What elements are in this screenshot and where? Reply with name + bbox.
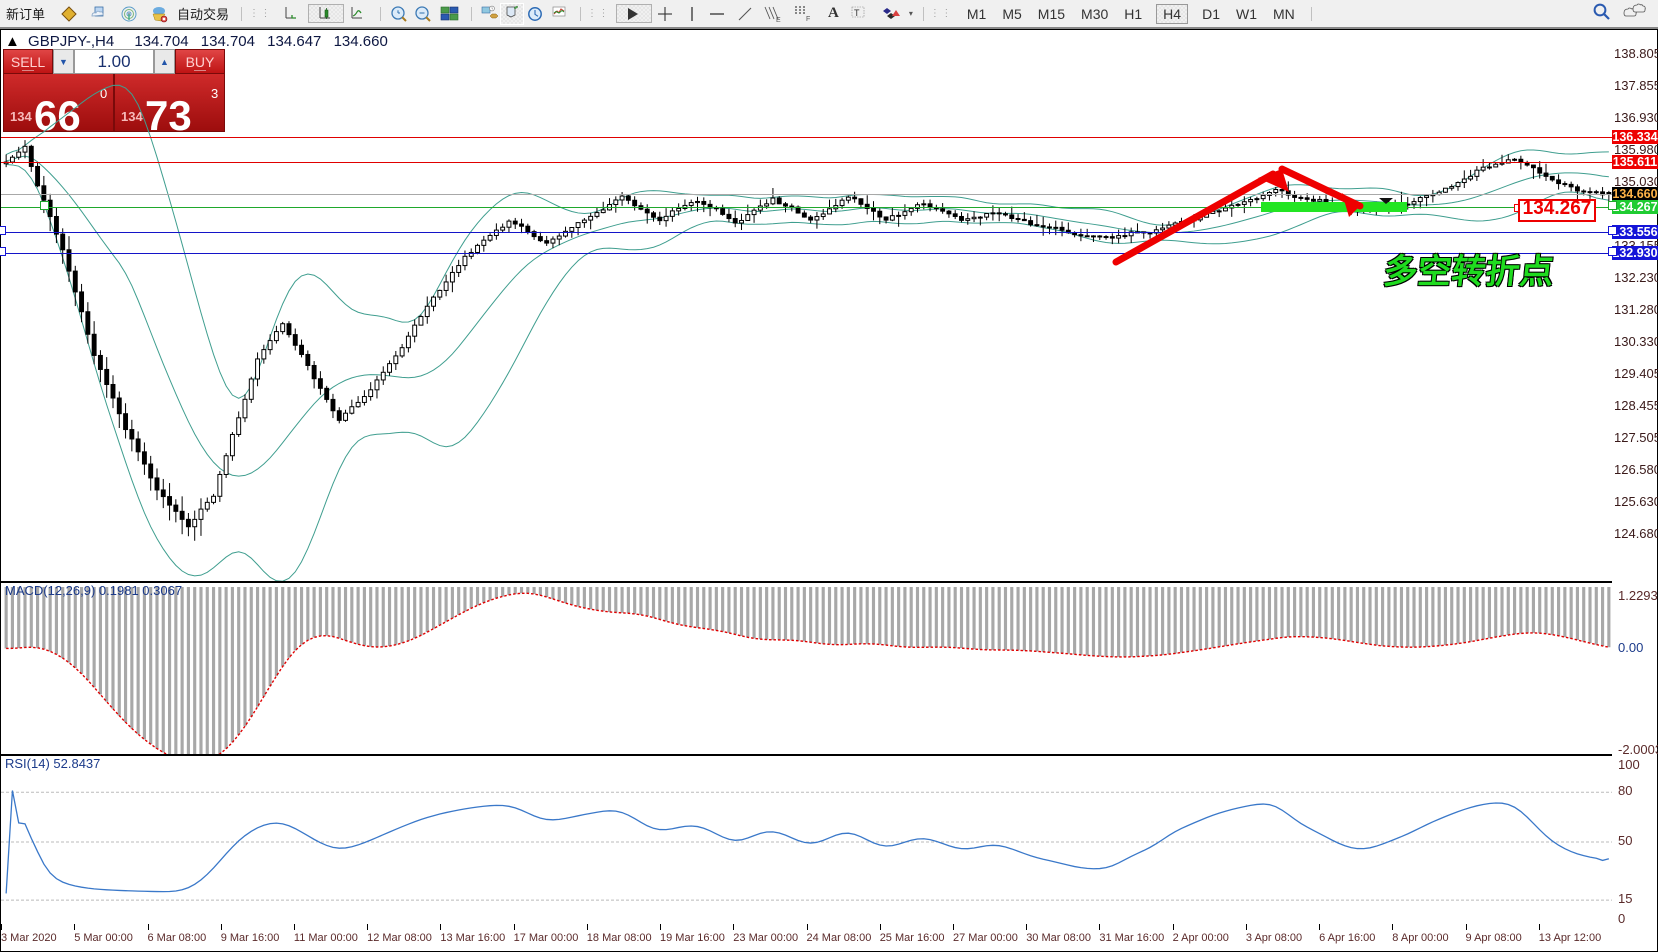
svg-text:T: T [854, 8, 860, 18]
svg-text:E: E [776, 17, 781, 23]
svg-text:F: F [806, 16, 810, 23]
